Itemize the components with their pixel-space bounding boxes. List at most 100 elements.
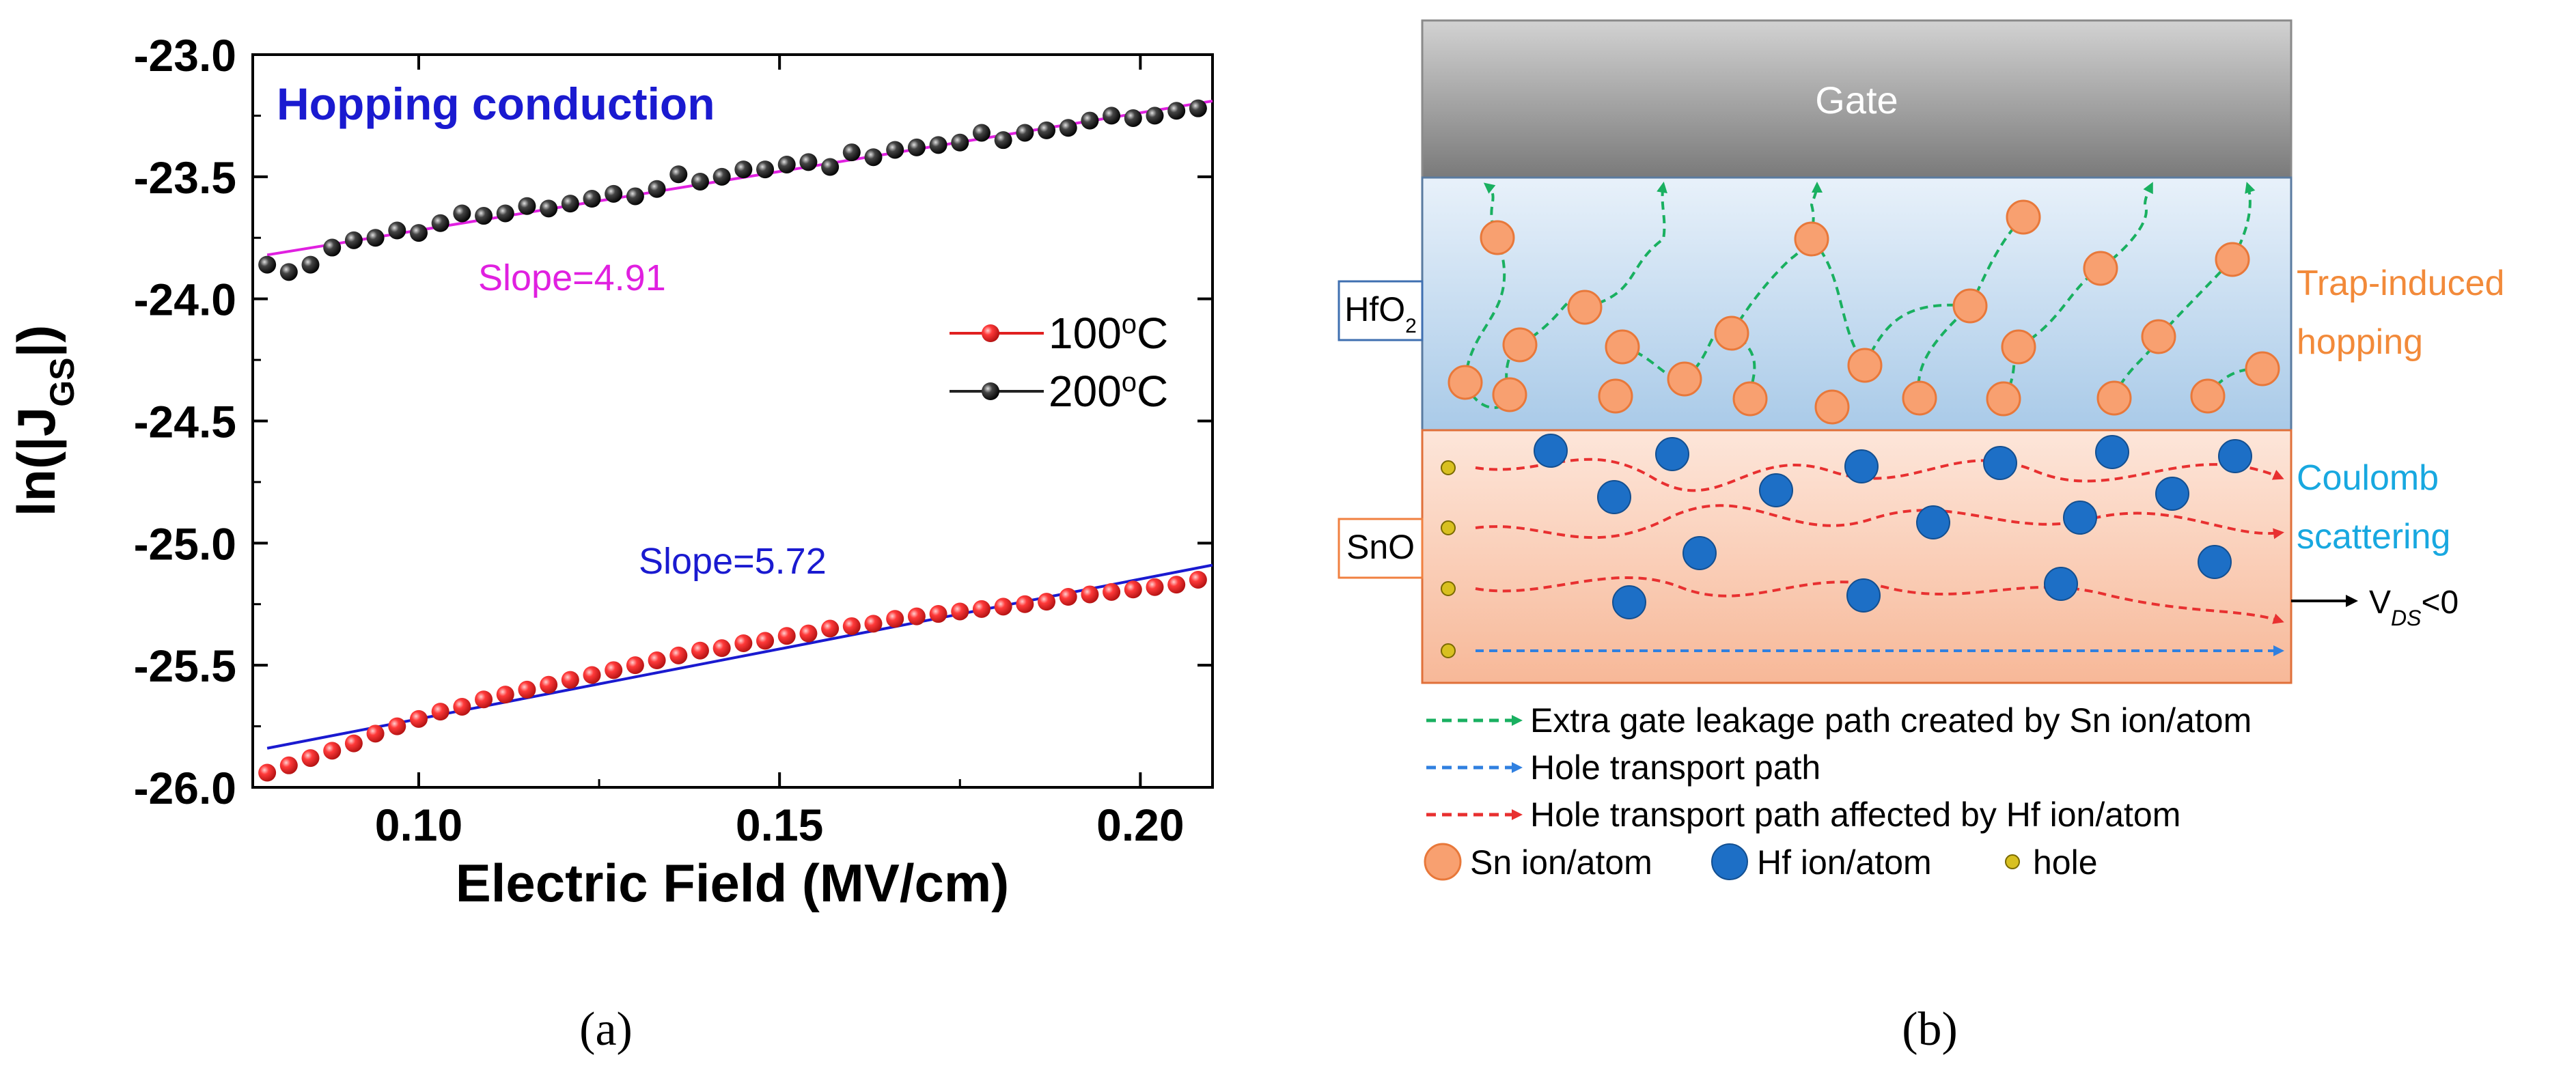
point-100c xyxy=(951,602,969,621)
y-tick-label: -25.5 xyxy=(134,641,236,691)
point-100c xyxy=(279,756,298,774)
point-100c xyxy=(756,632,775,650)
hf-ion xyxy=(2198,545,2232,579)
affected-hole-path xyxy=(1475,576,2284,624)
hf-ion xyxy=(2044,567,2078,601)
legend-sn-symbol xyxy=(1424,843,1462,881)
hf-ion xyxy=(2155,477,2189,511)
hf-ion xyxy=(1612,585,1646,619)
point-100c xyxy=(994,598,1012,616)
hfo2-layer xyxy=(1421,176,2293,432)
sn-ion xyxy=(2006,199,2041,235)
point-200c xyxy=(626,187,644,206)
point-200c xyxy=(279,263,298,281)
point-100c xyxy=(886,610,904,628)
sn-ion xyxy=(2141,319,2176,354)
point-200c xyxy=(518,197,536,215)
point-100c xyxy=(540,675,558,694)
point-100c xyxy=(453,697,471,716)
point-100c xyxy=(258,763,277,782)
x-ticks: 0.10 0.15 0.20 xyxy=(375,55,1185,850)
point-100c xyxy=(1189,570,1207,589)
panel-label-a: (a) xyxy=(579,1003,633,1056)
trap-hopping-label: Trap-induced hopping xyxy=(2297,264,2515,362)
x-tick-label: 0.20 xyxy=(1096,800,1184,850)
point-200c xyxy=(301,255,320,274)
point-100c xyxy=(431,703,449,721)
point-200c xyxy=(972,124,991,142)
y-tick-label: -25.0 xyxy=(134,518,236,569)
sn-ion xyxy=(1598,378,1633,414)
legend-hf-symbol xyxy=(1711,843,1748,880)
hole-paths-affected xyxy=(1475,458,2284,624)
point-200c xyxy=(1016,124,1034,142)
point-100c xyxy=(518,680,536,699)
point-200c xyxy=(1167,102,1186,120)
point-200c xyxy=(886,141,904,159)
hole xyxy=(1441,581,1456,596)
point-100c xyxy=(583,666,601,684)
hf-ion xyxy=(1655,437,1689,471)
sn-ion xyxy=(1502,327,1538,363)
point-100c xyxy=(409,709,428,728)
x-tick-label: 0.15 xyxy=(736,800,823,850)
chart-a: 0.10 0.15 0.20 -23.0-23.5-24.0-24.5-25.0-2… xyxy=(6,30,1214,1056)
point-100c xyxy=(1059,588,1077,606)
point-200c xyxy=(799,153,818,171)
diagram-b: Gate HfO2 SnO Trap-induced hopping Coulo… xyxy=(1338,19,2515,1056)
sn-ion xyxy=(1814,389,1850,425)
point-100c xyxy=(605,661,623,679)
slope-label-100: Slope=5.72 xyxy=(639,541,827,582)
point-200c xyxy=(951,133,969,152)
point-200c xyxy=(842,143,861,162)
point-100c xyxy=(1016,595,1034,613)
hf-ion xyxy=(1916,505,1950,539)
point-100c xyxy=(1146,578,1164,596)
point-200c xyxy=(756,160,775,179)
point-100c xyxy=(799,624,818,643)
sn-ion xyxy=(1847,348,1883,383)
sn-ion xyxy=(2083,251,2118,286)
point-100c xyxy=(907,607,926,626)
gate-layer xyxy=(1421,19,2293,179)
point-100c xyxy=(777,627,796,645)
legend-hole-text: hole xyxy=(2033,843,2098,882)
data-points xyxy=(258,99,1207,782)
slope-label-200: Slope=4.91 xyxy=(478,257,666,298)
point-100c xyxy=(1103,582,1121,601)
chart-title: Hopping conduction xyxy=(277,79,715,129)
point-200c xyxy=(258,255,277,274)
hf-ion xyxy=(2063,501,2097,535)
sn-ion xyxy=(1732,381,1768,417)
point-200c xyxy=(1059,119,1077,137)
point-100c xyxy=(669,646,688,664)
symbol-legend: Sn ion/atom Hf ion/atom hole xyxy=(1424,843,2098,882)
point-100c xyxy=(648,651,666,670)
hf-ion xyxy=(1597,480,1631,514)
point-100c xyxy=(301,749,320,768)
point-200c xyxy=(1081,111,1099,130)
point-200c xyxy=(734,160,753,179)
hf-ions xyxy=(1534,434,2252,619)
point-100c xyxy=(1124,580,1142,599)
sno-label: SnO xyxy=(1346,528,1415,566)
leakage-path xyxy=(1584,182,1667,309)
point-100c xyxy=(475,690,493,709)
gate-label: Gate xyxy=(1815,79,1898,122)
point-100c xyxy=(388,717,406,735)
hole xyxy=(1441,460,1456,475)
legend-text-hole: Hole transport path xyxy=(1530,748,1820,787)
plot-frame xyxy=(251,53,1214,789)
point-200c xyxy=(864,148,883,167)
point-200c xyxy=(907,138,926,156)
point-200c xyxy=(344,231,363,249)
sn-ion xyxy=(1794,221,1829,257)
sn-ion xyxy=(1952,288,1988,324)
point-200c xyxy=(777,155,796,173)
path-legend: Extra gate leakage path created by Sn io… xyxy=(1426,701,2252,834)
point-200c xyxy=(712,167,731,186)
y-tick-label: -24.5 xyxy=(134,397,236,447)
point-100c xyxy=(929,605,947,623)
point-100c xyxy=(972,600,991,618)
